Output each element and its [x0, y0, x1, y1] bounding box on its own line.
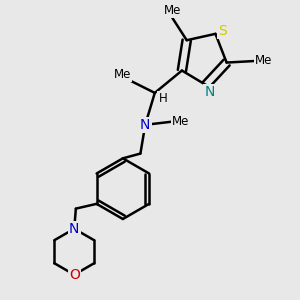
- Text: N: N: [140, 118, 150, 132]
- Text: Me: Me: [255, 55, 272, 68]
- Text: H: H: [158, 92, 167, 105]
- Text: S: S: [218, 24, 227, 38]
- Text: Me: Me: [164, 4, 181, 17]
- Text: O: O: [69, 268, 80, 282]
- Text: Me: Me: [113, 68, 131, 81]
- Text: Me: Me: [172, 115, 189, 128]
- Text: N: N: [205, 85, 215, 99]
- Text: N: N: [69, 222, 80, 236]
